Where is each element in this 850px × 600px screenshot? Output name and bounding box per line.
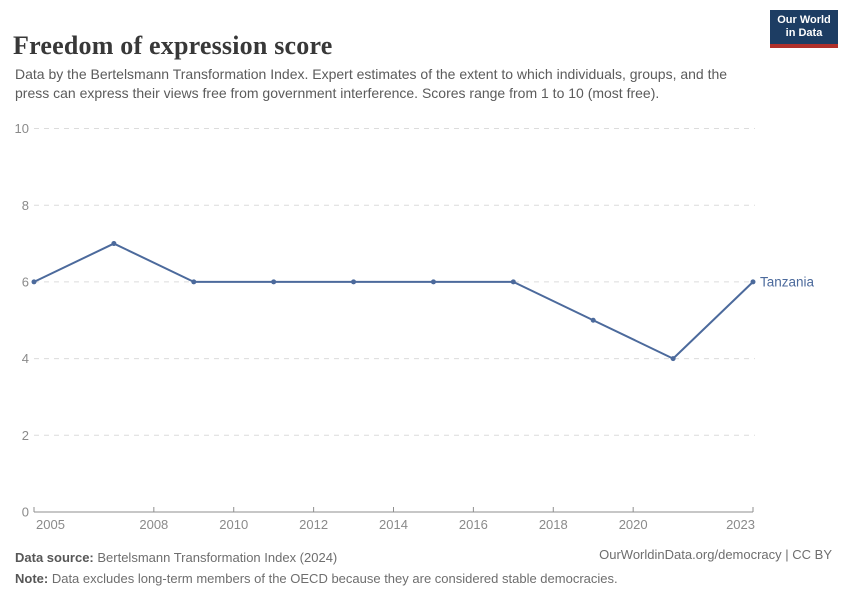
data-point-tanzania-2005[interactable] bbox=[31, 279, 37, 285]
data-point-tanzania-2009[interactable] bbox=[191, 279, 197, 285]
note-text: Data excludes long-term members of the O… bbox=[48, 571, 618, 586]
x-tick-label-2016: 2016 bbox=[459, 517, 488, 532]
series-label-tanzania[interactable]: Tanzania bbox=[760, 275, 815, 290]
y-tick-label-8: 8 bbox=[22, 198, 29, 213]
data-point-tanzania-2007[interactable] bbox=[111, 241, 117, 247]
owid-logo-line1: Our World bbox=[777, 14, 831, 26]
x-tick-label-2014: 2014 bbox=[379, 517, 408, 532]
x-tick-label-2023: 2023 bbox=[726, 517, 755, 532]
note-label: Note: bbox=[15, 571, 49, 586]
data-point-tanzania-2017[interactable] bbox=[510, 279, 516, 285]
data-source-line: Data source: Bertelsmann Transformation … bbox=[15, 547, 835, 568]
owid-logo-box: Our World in Data bbox=[770, 10, 838, 44]
y-tick-label-6: 6 bbox=[22, 274, 29, 289]
data-point-tanzania-2013[interactable] bbox=[351, 279, 357, 285]
y-tick-label-4: 4 bbox=[22, 351, 29, 366]
x-tick-label-2010: 2010 bbox=[219, 517, 248, 532]
data-source-text: Bertelsmann Transformation Index (2024) bbox=[93, 550, 338, 565]
x-tick-label-2008: 2008 bbox=[139, 517, 168, 532]
y-tick-label-10: 10 bbox=[15, 121, 29, 136]
page-title: Freedom of expression score bbox=[13, 31, 333, 61]
y-tick-label-0: 0 bbox=[22, 505, 29, 520]
data-point-tanzania-2019[interactable] bbox=[590, 317, 596, 323]
note-line: Note: Data excludes long-term members of… bbox=[15, 568, 835, 589]
owid-logo-line2: in Data bbox=[785, 27, 823, 39]
chart-subtitle: Data by the Bertelsmann Transformation I… bbox=[15, 66, 728, 101]
credit-link[interactable]: OurWorldinData.org/democracy | CC BY bbox=[599, 547, 832, 562]
x-tick-label-2018: 2018 bbox=[539, 517, 568, 532]
y-tick-label-2: 2 bbox=[22, 428, 29, 443]
chart-footer: Data source: Bertelsmann Transformation … bbox=[15, 547, 835, 589]
x-tick-label-2020: 2020 bbox=[619, 517, 648, 532]
data-point-tanzania-2015[interactable] bbox=[430, 279, 436, 285]
x-tick-label-2012: 2012 bbox=[299, 517, 328, 532]
data-source-label: Data source: bbox=[15, 550, 94, 565]
owid-logo[interactable]: Our World in Data bbox=[770, 10, 838, 48]
data-point-tanzania-2023[interactable] bbox=[750, 279, 756, 285]
data-point-tanzania-2011[interactable] bbox=[271, 279, 277, 285]
data-point-tanzania-2021[interactable] bbox=[670, 356, 676, 362]
x-tick-label-2005: 2005 bbox=[36, 517, 65, 532]
owid-logo-red-bar bbox=[770, 44, 838, 48]
series-line-tanzania[interactable] bbox=[33, 242, 754, 360]
